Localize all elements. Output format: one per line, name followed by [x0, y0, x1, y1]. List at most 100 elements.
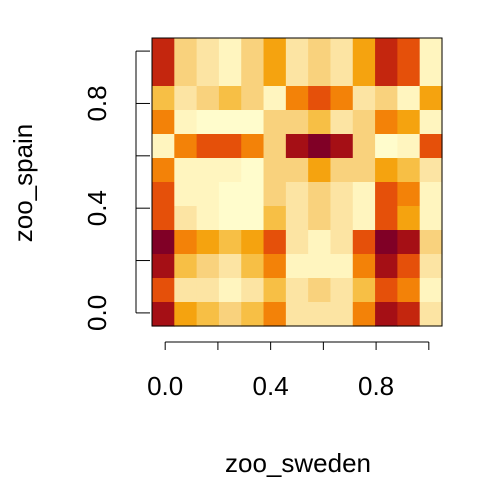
heatmap-cell — [196, 182, 220, 207]
heatmap-cell — [152, 254, 175, 279]
heatmap-cell — [352, 38, 376, 63]
heatmap-cell — [174, 86, 198, 111]
heatmap-cell — [330, 206, 354, 231]
heatmap-cell — [375, 62, 398, 87]
heatmap-cell — [330, 278, 354, 303]
heatmap-cell — [241, 86, 265, 111]
heatmap-cell — [308, 134, 332, 159]
heatmap-cell — [196, 110, 220, 135]
heatmap-cell — [330, 134, 354, 159]
heatmap-cell — [308, 302, 332, 327]
y-tick-label: 0.8 — [82, 85, 112, 121]
heatmap-cell — [241, 110, 265, 135]
heatmap-cell — [308, 158, 332, 183]
heatmap-cell — [263, 230, 287, 255]
heatmap-cell — [218, 254, 242, 279]
heatmap-cell — [196, 302, 220, 327]
heatmap-cell — [397, 134, 421, 159]
heatmap-cell — [419, 206, 443, 231]
heatmap-cell — [397, 206, 421, 231]
heatmap-cell — [308, 182, 332, 207]
heatmap-cell — [352, 110, 376, 135]
heatmap-cell — [218, 278, 242, 303]
heatmap-cell — [285, 206, 309, 231]
heatmap-cell — [308, 38, 332, 63]
heatmap-cell — [285, 158, 309, 183]
heatmap-cell — [218, 38, 242, 63]
x-tick-label: 0.8 — [358, 371, 394, 401]
heatmap-cell — [241, 254, 265, 279]
heatmap-cell — [174, 38, 198, 63]
heatmap-cell — [330, 62, 354, 87]
heatmap-cell — [397, 38, 421, 63]
heatmap-cell — [263, 302, 287, 327]
heatmap-cell — [308, 110, 332, 135]
heatmap-cell — [174, 302, 198, 327]
heatmap-cell — [419, 254, 443, 279]
heatmap-cell — [196, 278, 220, 303]
heatmap-cell — [375, 134, 398, 159]
heatmap-cell — [263, 62, 287, 87]
heatmap-cell — [152, 134, 175, 159]
heatmap-cell — [419, 134, 443, 159]
heatmap-cell — [285, 134, 309, 159]
heatmap-cell — [352, 62, 376, 87]
y-tick-label: 0.4 — [82, 190, 112, 226]
heatmap-cell — [196, 158, 220, 183]
heatmap-cell — [330, 158, 354, 183]
heatmap-cell — [419, 62, 443, 87]
heatmap-cell — [174, 110, 198, 135]
heatmap-cell — [397, 86, 421, 111]
y-axis-label: zoo_spain — [8, 124, 38, 243]
heatmap-cell — [152, 158, 175, 183]
heatmap-cell — [152, 278, 175, 303]
heatmap-cell — [263, 134, 287, 159]
heatmap-cell — [308, 206, 332, 231]
heatmap-cell — [375, 86, 398, 111]
heatmap-cell — [285, 62, 309, 87]
heatmap-cell — [330, 302, 354, 327]
heatmap-cell — [152, 110, 175, 135]
heatmap-cell — [241, 278, 265, 303]
heatmap-cell — [285, 230, 309, 255]
heatmap-cell — [152, 62, 175, 87]
heatmap-cell — [152, 86, 175, 111]
heatmap-cell — [330, 38, 354, 63]
heatmap-cell — [352, 206, 376, 231]
heatmap-cell — [352, 134, 376, 159]
heatmap-cell — [397, 254, 421, 279]
heatmap-cell — [263, 278, 287, 303]
heatmap-cell — [308, 86, 332, 111]
heatmap-cell — [397, 158, 421, 183]
heatmap-cell — [152, 302, 175, 327]
heatmap-cell — [218, 62, 242, 87]
heatmap-cell — [419, 230, 443, 255]
x-axis: 0.0 0.4 0.8 — [147, 341, 430, 401]
heatmap-cell — [397, 62, 421, 87]
heatmap-cell — [263, 110, 287, 135]
heatmap-cell — [397, 278, 421, 303]
heatmap-cell — [352, 254, 376, 279]
heatmap-cell — [330, 110, 354, 135]
heatmap-cell — [330, 182, 354, 207]
heatmap-cell — [241, 134, 265, 159]
heatmap-cell — [174, 278, 198, 303]
heatmap-cell — [308, 278, 332, 303]
heatmap-cell — [196, 38, 220, 63]
heatmap-cell — [174, 254, 198, 279]
heatmap-cell — [218, 86, 242, 111]
heatmap-cell — [263, 182, 287, 207]
heatmap-cell — [196, 134, 220, 159]
heatmap-cell — [352, 86, 376, 111]
heatmap-cell — [241, 38, 265, 63]
heatmap-cell — [241, 230, 265, 255]
heatmap-cell — [352, 158, 376, 183]
heatmap-cell — [241, 62, 265, 87]
heatmap-cell — [419, 38, 443, 63]
heatmap-cell — [375, 38, 398, 63]
heatmap-cell — [152, 182, 175, 207]
heatmap-cell — [285, 110, 309, 135]
heatmap-cell — [263, 254, 287, 279]
heatmap-cell — [218, 182, 242, 207]
heatmap-cell — [152, 38, 175, 63]
